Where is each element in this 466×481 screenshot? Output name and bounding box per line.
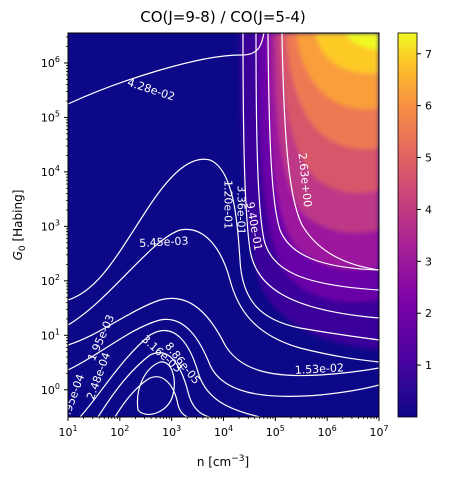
contour-line <box>281 33 379 271</box>
x-axis-label: n [cm−3] <box>197 454 249 469</box>
contour-line <box>68 158 379 341</box>
contour-line <box>68 297 379 377</box>
x-tick-label: 103 <box>162 424 181 439</box>
y-tick-label: 103 <box>41 218 60 233</box>
y-tick-label: 104 <box>41 164 60 179</box>
contour-line <box>136 361 175 415</box>
colorbar-tick-label: 3 <box>425 255 432 268</box>
contour-line <box>255 33 379 291</box>
contour-lines <box>68 33 379 417</box>
y-axis: 100 101 102 103 104 105 106 <box>41 36 68 397</box>
colorbar-tick-label: 6 <box>425 100 432 113</box>
contour-line <box>242 33 379 319</box>
x-tick-label: 105 <box>266 424 285 439</box>
x-tick-label: 102 <box>110 424 129 439</box>
contour-line <box>97 352 211 417</box>
contour-line <box>267 33 379 271</box>
colorbar-tick-label: 5 <box>425 152 432 165</box>
contour-line <box>68 318 379 397</box>
y-tick-label: 105 <box>41 109 60 124</box>
contour-line <box>68 228 379 363</box>
colorbar-tick-label: 1 <box>425 359 432 372</box>
contour-line <box>79 329 261 417</box>
contour-label: 1.20e-01 <box>222 180 235 229</box>
colorbar: 1 2 3 4 5 6 7 <box>397 32 432 418</box>
x-tick-label: 107 <box>369 424 388 439</box>
y-tick-label: 101 <box>41 327 60 342</box>
contour-label: 5.45e-03 <box>139 234 189 250</box>
heatmap-field <box>240 33 379 350</box>
colorbar-ticks: 1 2 3 4 5 6 7 <box>417 48 432 372</box>
x-tick-label: 106 <box>318 424 337 439</box>
y-tick-label: 100 <box>41 382 60 397</box>
heatmap-area: 4.28e-025.45e-031.20e-01 3.36e-019.40e-01… <box>68 33 379 417</box>
contour-line <box>114 376 189 417</box>
contour-label: 1.53e-02 <box>294 361 344 377</box>
contour-label: 2.63e+00 <box>296 152 315 208</box>
y-tick-label: 106 <box>41 55 60 70</box>
x-tick-label: 101 <box>58 424 77 439</box>
x-axis: 101 102 103 104 105 106 107 <box>58 417 389 439</box>
colorbar-gradient <box>397 32 418 418</box>
colorbar-tick-label: 2 <box>425 307 432 320</box>
y-tick-label: 102 <box>41 273 60 288</box>
contour-line <box>68 33 265 105</box>
chart-title: CO(J=9-8) / CO(J=5-4) <box>140 8 306 26</box>
colorbar-tick-label: 4 <box>425 203 432 216</box>
contour-label: 3.36e-01 <box>235 185 248 234</box>
heat-level-9 <box>345 33 379 50</box>
x-tick-label: 104 <box>214 424 233 439</box>
colorbar-tick-label: 7 <box>425 48 432 61</box>
y-axis-label: G0 [Habing] <box>11 190 28 261</box>
